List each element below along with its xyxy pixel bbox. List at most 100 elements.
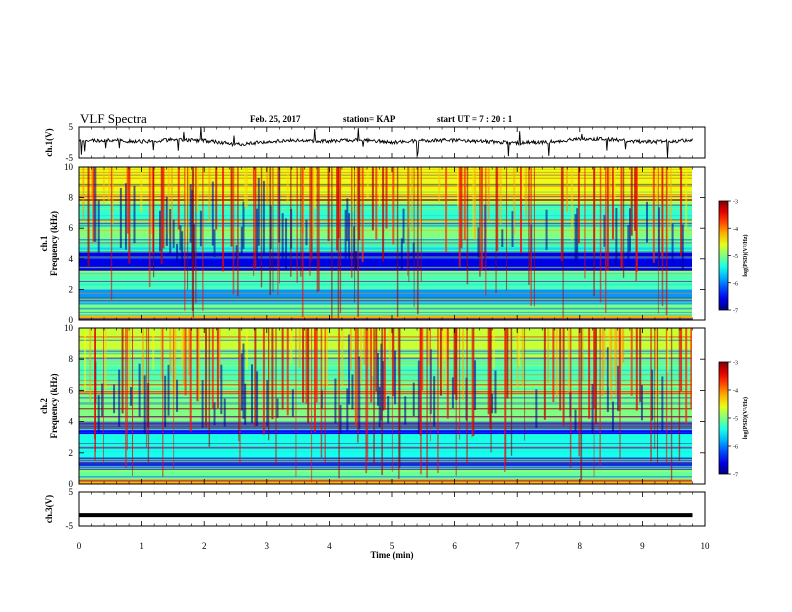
- spectrogram-ch1-stripe: [463, 167, 466, 241]
- spectrogram-ch2-spike: [295, 328, 297, 477]
- spectrogram-ch2-spike: [173, 328, 175, 469]
- spectrogram-ch2-stripe: [635, 328, 638, 411]
- spectrogram-ch2-stripe: [291, 389, 294, 417]
- spectrogram-ch1-stripe: [162, 167, 165, 249]
- spectrogram-ch2-stripe: [613, 328, 616, 377]
- spectrogram-ch1-stripe: [87, 167, 90, 267]
- spectrogram-ch1-stripe: [312, 167, 315, 239]
- spectrogram-ch2-stripe: [152, 328, 155, 371]
- spectrogram-ch1-stripe: [94, 167, 97, 242]
- spectrogram-ch2-spike: [437, 328, 439, 473]
- x-tick-label: 1: [139, 541, 144, 551]
- spectrogram-ch2-texture: [79, 463, 692, 465]
- spectrogram-ch2-stripe: [143, 375, 146, 435]
- spectrogram-ch2-texture: [79, 443, 692, 444]
- spectrogram-ch1-stripe: [656, 167, 659, 205]
- spectrogram-ch1-stripe: [565, 167, 568, 213]
- spectrogram-ch2-texture: [79, 431, 692, 433]
- spectrogram-ch2-stripe: [438, 328, 441, 370]
- spectrogram-ch1-stripe: [487, 167, 490, 221]
- spectrogram-ch2-stripe: [516, 328, 519, 389]
- spectrogram-ch1-ytick-label: 8: [69, 193, 74, 203]
- spectrogram-ch2-stripe: [220, 364, 223, 415]
- spectrogram-ch1-spike: [407, 167, 409, 276]
- spectrogram-ch1-texture: [79, 280, 692, 282]
- spectrogram-ch1-stripe: [159, 210, 162, 252]
- spectrogram-ch2-stripe: [509, 328, 512, 400]
- spectrogram-ch1-spike: [269, 167, 272, 296]
- spectrogram-ch1-spike: [279, 167, 280, 284]
- spectrogram-ch2-stripe: [307, 328, 310, 424]
- spectrogram-ch2-spike: [580, 328, 583, 481]
- spectrogram-ch2-stripe: [201, 380, 204, 428]
- x-tick-label: 0: [77, 541, 82, 551]
- spectrogram-ch2-spike: [366, 328, 369, 462]
- spectrogram-ch1-spike: [195, 167, 197, 304]
- spectrogram-ch1-spike: [184, 167, 186, 312]
- spectrogram-ch1-spike: [466, 167, 469, 285]
- spectrogram-ch2-stripe: [322, 328, 325, 385]
- spectrogram-ch1-spike: [635, 167, 638, 282]
- spectrogram-ch1-texture: [79, 256, 692, 258]
- spectrogram-ch1-stripe: [419, 167, 422, 231]
- waveform-ch3-ytick-label: 5: [69, 487, 74, 497]
- spectrogram-ch2-texture: [79, 426, 692, 428]
- spectrogram-ch2-stripe: [341, 328, 344, 386]
- spectrogram-ch2-stripe: [223, 398, 226, 427]
- spectrogram-ch1-spike: [237, 167, 239, 297]
- spectrogram-ch2-stripe: [138, 363, 141, 417]
- spectrogram-ch2-stripe: [196, 328, 199, 402]
- spectrogram-ch1-stripe: [525, 167, 528, 218]
- spectrogram-ch2-stripe: [617, 365, 620, 412]
- spectrogram-ch2-texture: [79, 423, 692, 425]
- spectrogram-ch1-spike: [351, 167, 353, 278]
- spectrogram-ch1-spike: [337, 167, 340, 319]
- spectrogram-ch2-stripe: [608, 328, 611, 387]
- spectrogram-ch2-stripe: [325, 328, 328, 388]
- spectrogram-ch2-stripe: [313, 328, 316, 433]
- spectrogram-ch1-band: [79, 304, 692, 316]
- spectrogram-ch2-spike: [147, 328, 150, 463]
- colorbar-tick-label: -5: [733, 417, 738, 423]
- spectrogram-ch1-stripe: [354, 250, 357, 271]
- colorbar-label: log(PSD)(V²/Hz): [742, 397, 749, 439]
- spectrogram-ch1-spike: [272, 167, 274, 292]
- spectrogram-ch1-stripe: [438, 167, 441, 203]
- spectrogram-ch2-stripe: [97, 394, 100, 433]
- spectrogram-ch2-stripe: [189, 328, 192, 432]
- spectrogram-ch2-stripe: [184, 328, 187, 396]
- spectrogram-ch1-stripe: [382, 167, 385, 262]
- spectrogram-ch2-stripe: [101, 383, 104, 417]
- spectrogram-ch1-stripe: [196, 167, 199, 213]
- spectrogram-ch1-stripe: [189, 184, 192, 243]
- spectrogram-ch2-texture: [79, 470, 692, 472]
- spectrogram-ch1-stripe: [150, 167, 153, 235]
- spectrogram-ch2-stripe: [412, 382, 415, 417]
- spectrogram-ch1-stripe: [119, 187, 122, 249]
- spectrogram-ch2-stripe: [518, 328, 521, 365]
- spectrogram-ch2-stripe: [487, 328, 490, 415]
- spectrogram-ch1-image: [79, 167, 692, 320]
- spectrogram-ch2-spike: [466, 328, 468, 465]
- spectrogram-ch1-stripe: [172, 219, 175, 248]
- spectrogram-ch1-stripe: [271, 167, 274, 207]
- spectrogram-ch2-colorbar: -3 -4 -5 -6 -7 log(PSD)(V²/Hz): [718, 361, 749, 479]
- spectrogram-ch1-stripe: [521, 167, 524, 199]
- spectrogram-ch1-stripe: [187, 167, 190, 204]
- spectrogram-ch1-stripe: [254, 167, 257, 269]
- spectrogram-ch2-stripe: [404, 396, 407, 425]
- spectrogram-ch2-spike: [510, 328, 513, 456]
- spectrogram-ch2-image: [79, 328, 692, 484]
- spectrogram-ch2-stripe: [378, 386, 381, 428]
- spectrogram-ch1-stripe: [620, 167, 623, 269]
- spectrogram-ch2-spike: [357, 328, 359, 443]
- spectrogram-ch2-ytick-label: 4: [69, 417, 74, 427]
- spectrogram-ch2-stripe: [388, 328, 391, 368]
- colorbar-tick-label: -6: [733, 281, 738, 287]
- spectrogram-ch2-stripe: [446, 328, 449, 419]
- spectrogram-ch2-stripe: [368, 328, 371, 367]
- spectrogram-ch1-spike: [533, 167, 535, 307]
- colorbar-tick-label: -7: [733, 473, 738, 479]
- spectrogram-ch2-stripe: [371, 328, 374, 376]
